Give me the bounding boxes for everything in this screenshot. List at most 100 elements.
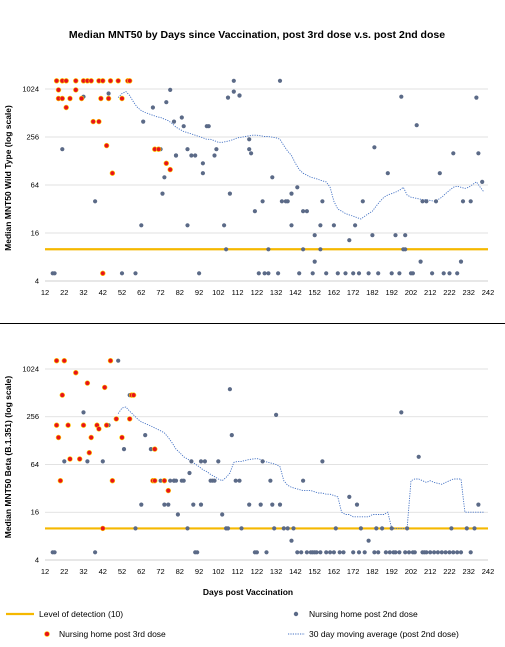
legend: Level of detection (10) Nursing home pos… [6,609,459,639]
post-3rd-dose-point [163,160,170,167]
post-2nd-dose-point [312,233,317,238]
post-2nd-dose-point [389,271,394,276]
post-2nd-dose-point [225,95,231,100]
post-2nd-dose-point [383,550,388,555]
legend-post-3rd-swatch [44,631,50,637]
x-tick-label: 62 [137,288,145,297]
post-3rd-dose-point [80,422,87,428]
post-3rd-dose-point [109,170,116,176]
post-2nd-dose-point [162,502,167,507]
post-2nd-dose-point [337,550,342,555]
post-2nd-dose-point [198,502,204,507]
post-2nd-dose-point [168,478,173,483]
post-2nd-dose-point [312,259,317,264]
post-2nd-dose-point [237,478,242,483]
x-tick-label: 82 [176,567,184,576]
post-2nd-dose-point [252,209,257,214]
post-2nd-dose-point [93,550,98,555]
post-3rd-dose-point [107,78,114,84]
post-2nd-dose-point [233,478,238,483]
post-2nd-dose-point [432,550,437,555]
post-2nd-dose-point [320,199,325,204]
post-2nd-dose-point [195,550,200,555]
x-tick-label: 82 [176,288,184,297]
post-3rd-dose-point [53,358,60,364]
x-tick-label: 202 [405,288,418,297]
y-tick-label: 16 [31,508,39,517]
post-2nd-dose-point [143,433,148,438]
x-tick-label: 32 [79,288,87,297]
moving-average-line [117,91,485,220]
post-2nd-dose-point [258,502,263,507]
post-2nd-dose-point [289,191,294,196]
y-tick-label: 64 [31,460,39,469]
post-2nd-dose-point [418,259,423,264]
x-tick-label: 162 [328,567,341,576]
post-2nd-dose-point [60,147,65,152]
post-2nd-dose-point [150,105,155,110]
post-3rd-dose-point [96,426,102,432]
post-2nd-dose-point [185,147,190,152]
post-3rd-dose-point [130,392,137,398]
x-tick-label: 42 [99,567,107,576]
post-2nd-dose-point [439,550,444,555]
post-2nd-dose-point [372,550,377,555]
x-tick-label: 132 [270,288,283,297]
x-tick-label: 222 [443,567,456,576]
post-2nd-dose-point [447,271,452,276]
post-2nd-dose-point [370,233,375,238]
post-2nd-dose-point [100,459,105,464]
x-tick-label: 92 [195,288,203,297]
post-2nd-dose-point [198,459,204,464]
post-2nd-dose-point [416,454,421,459]
x-tick-label: 102 [212,567,225,576]
post-3rd-dose-point [126,78,133,84]
post-2nd-dose-point [449,526,454,531]
post-3rd-dose-point [67,95,73,102]
x-tick-label: 232 [462,288,475,297]
post-3rd-dose-point [109,478,116,484]
post-2nd-dose-point [476,151,481,156]
post-2nd-dose-point [299,550,304,555]
post-2nd-dose-point [443,550,448,555]
post-2nd-dose-point [387,550,392,555]
post-2nd-dose-point [52,271,57,276]
x-tick-label: 122 [251,567,264,576]
post-2nd-dose-point [304,550,309,555]
post-2nd-dose-point [304,209,309,214]
post-2nd-dose-point [351,271,356,276]
post-3rd-dose-point [152,446,158,452]
post-2nd-dose-point [227,387,232,392]
post-2nd-dose-point [389,526,394,531]
post-2nd-dose-point [179,115,184,120]
post-2nd-dose-point [276,271,281,276]
post-2nd-dose-point [480,179,485,184]
post-2nd-dose-point [121,447,127,452]
post-2nd-dose-point [171,119,177,124]
post-2nd-dose-point [272,526,277,531]
post-2nd-dose-point [360,199,365,204]
post-2nd-dose-point [164,100,169,105]
post-3rd-dose-point [103,422,110,428]
post-3rd-dose-point [73,370,79,376]
post-2nd-dose-point [399,410,404,415]
post-2nd-dose-point [468,199,473,204]
post-2nd-dose-point [168,87,173,92]
y-axis-title: Median MNT50 Beta (B.1.351) (log scale) [3,376,13,539]
post-2nd-dose-point [247,502,252,507]
post-2nd-dose-point [474,95,479,100]
x-tick-label: 122 [251,288,264,297]
post-2nd-dose-point [166,502,171,507]
post-2nd-dose-point [106,91,111,96]
post-2nd-dose-point [468,550,473,555]
post-2nd-dose-point [362,550,367,555]
x-tick-label: 102 [212,288,225,297]
post-2nd-dose-point [274,412,279,417]
post-2nd-dose-point [175,512,180,517]
post-2nd-dose-point [93,199,98,204]
post-3rd-dose-point [78,95,85,102]
post-2nd-dose-point [441,271,446,276]
post-2nd-dose-point [260,199,265,204]
post-3rd-dose-point [126,416,133,422]
